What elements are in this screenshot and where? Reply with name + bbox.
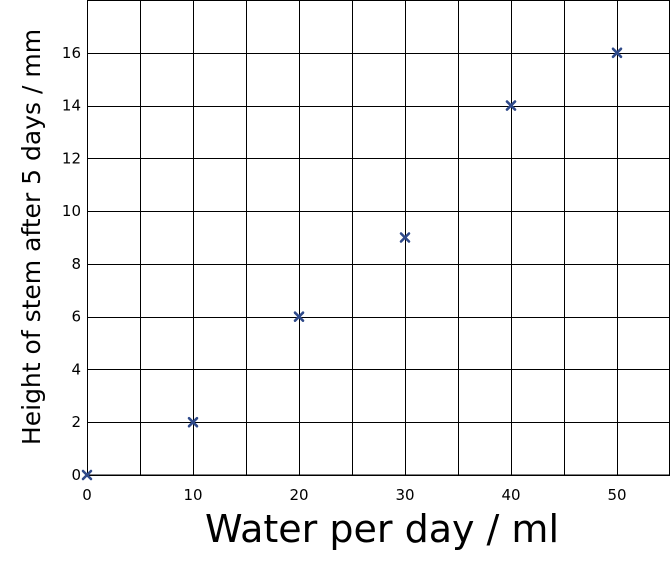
y-tick-label: 14 <box>62 97 81 115</box>
y-tick-label: 12 <box>62 149 81 167</box>
y-tick-label: 10 <box>62 202 81 220</box>
x-axis-label: Water per day / ml <box>205 507 559 551</box>
y-tick-label: 8 <box>71 255 81 273</box>
x-tick-label: 10 <box>183 486 202 504</box>
y-tick-label: 2 <box>71 413 81 431</box>
data-point <box>399 232 411 243</box>
x-tick-label: 40 <box>501 486 520 504</box>
x-tick-label: 20 <box>289 486 308 504</box>
data-point <box>611 47 623 59</box>
data-point <box>81 469 93 481</box>
y-axis-ticks: 0 2 4 6 8 10 12 14 16 <box>62 44 81 484</box>
x-axis-ticks: 0 10 20 30 40 50 <box>82 486 626 504</box>
x-tick-label: 0 <box>82 486 92 504</box>
data-points <box>81 47 623 481</box>
y-tick-label: 4 <box>71 360 81 378</box>
data-point <box>293 311 305 322</box>
data-point <box>187 416 199 428</box>
data-point <box>505 100 517 111</box>
y-tick-label: 16 <box>62 44 81 62</box>
y-tick-label: 0 <box>71 466 81 484</box>
y-tick-label: 6 <box>71 308 81 326</box>
x-tick-label: 50 <box>607 486 626 504</box>
y-axis-label: Height of stem after 5 days / mm <box>17 29 46 445</box>
x-tick-label: 30 <box>395 486 414 504</box>
plot-border <box>87 0 670 476</box>
grid <box>87 0 670 476</box>
